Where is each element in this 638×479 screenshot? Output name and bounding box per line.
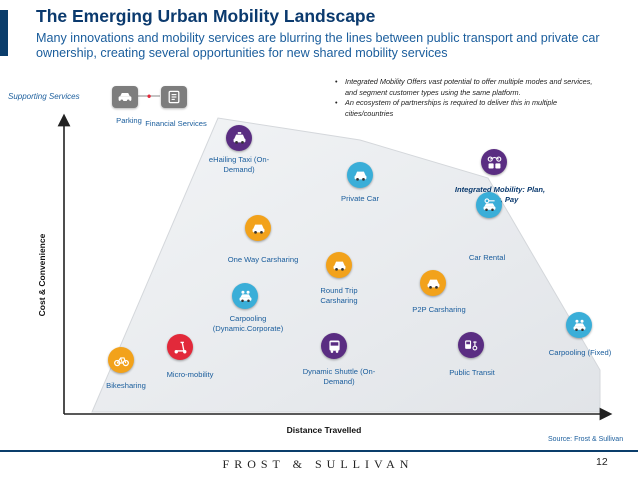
service-private-car-circle	[347, 162, 373, 188]
multimodal-icon	[487, 156, 501, 168]
dot-icon: •	[147, 89, 152, 103]
service-integrated-mobility-circle	[481, 149, 507, 175]
insight-item: Integrated Mobility Offers vast potentia…	[334, 77, 604, 98]
financial-services-icon	[161, 86, 187, 108]
service-dynamic-shuttle-circle	[321, 333, 347, 359]
service-bikesharing-circle	[108, 347, 134, 373]
service-carpooling-fixed-circle	[566, 312, 592, 338]
service-carpooling-dynamic-circle	[232, 283, 258, 309]
service-ehailing-taxi-label: eHailing Taxi (On-Demand)	[208, 155, 270, 174]
service-round-trip-carsharing-circle	[326, 252, 352, 278]
page-title: The Emerging Urban Mobility Landscape	[36, 6, 376, 26]
service-round-trip-carsharing-label: Round Trip Carsharing	[320, 286, 358, 305]
service-public-transit-circle	[458, 332, 484, 358]
service-carpooling-dynamic-label: Carpooling (Dynamic.Corporate)	[212, 314, 284, 333]
service-car-rental-label: Car Rental	[468, 253, 506, 262]
service-bikesharing-label: Bikesharing	[106, 381, 146, 390]
carpool-icon	[239, 290, 251, 302]
service-carpooling-fixed-label: Carpooling (Fixed)	[548, 348, 612, 357]
service-one-way-carsharing-circle	[245, 215, 271, 241]
page-number: 12	[596, 456, 608, 468]
car-icon	[252, 224, 264, 234]
service-dynamic-shuttle-label: Dynamic Shuttle (On-Demand)	[302, 367, 376, 386]
x-axis-label: Distance Travelled	[286, 425, 362, 435]
service-p2p-carsharing-label: P2P Carsharing	[412, 305, 466, 314]
service-public-transit-label: Public Transit	[449, 368, 495, 377]
scooter-icon	[174, 341, 186, 353]
insight-item: An ecosystem of partnerships is required…	[334, 98, 604, 119]
page-subtitle: Many innovations and mobility services a…	[36, 31, 600, 60]
source-note: Source: Frost & Sullivan	[548, 436, 624, 443]
insight-list: Integrated Mobility Offers vast potentia…	[334, 77, 604, 119]
service-one-way-carsharing-label: One Way Carsharing	[227, 255, 299, 264]
taxi-icon	[233, 131, 245, 144]
bicycle-icon	[113, 356, 129, 366]
shuttle-icon	[328, 340, 340, 353]
service-ehailing-taxi-circle	[226, 125, 252, 151]
service-private-car-label: Private Car	[341, 194, 379, 203]
service-micro-mobility-circle	[167, 334, 193, 360]
service-car-rental-circle	[476, 192, 502, 218]
service-p2p-carsharing-circle	[420, 270, 446, 296]
financial-services-label: Financial Services	[145, 119, 207, 128]
car-icon	[427, 279, 439, 289]
rental-car-icon	[483, 197, 495, 211]
car-icon	[333, 261, 345, 271]
transit-icon	[464, 339, 477, 350]
parking-label: Parking	[116, 116, 142, 125]
company-logo: FROST & SULLIVAN	[222, 457, 414, 471]
carpool-icon	[573, 319, 585, 331]
title-accent-bar	[0, 10, 8, 56]
parking-car-icon	[112, 86, 138, 108]
supporting-services-label: Supporting Services	[8, 92, 80, 101]
service-micro-mobility-label: Micro-mobility	[166, 370, 214, 379]
y-axis-label: Cost & Convenience	[37, 233, 47, 317]
footer-divider	[0, 450, 638, 452]
car-icon	[354, 171, 366, 181]
